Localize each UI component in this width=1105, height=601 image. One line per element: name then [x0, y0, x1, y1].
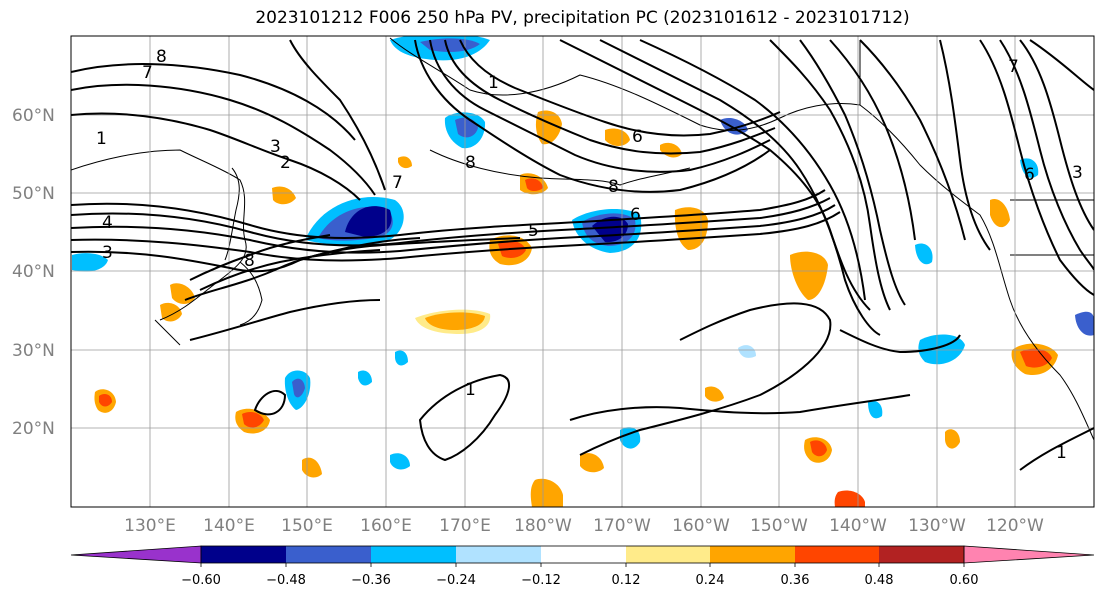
lon-label: 150°E [281, 516, 333, 536]
colorbar-frame [200, 545, 965, 564]
contour-label: 8 [244, 251, 255, 271]
neg-patch [358, 370, 372, 386]
lon-label: 170°W [593, 516, 651, 536]
colorbar-tick-label: −0.48 [266, 573, 306, 588]
pos-patch [1020, 348, 1052, 368]
lon-label: 150°W [750, 516, 808, 536]
contour-label: 1 [488, 73, 499, 93]
contour-label: 2 [280, 153, 291, 173]
pos-patch [99, 394, 112, 407]
lon-label: 140°E [203, 516, 255, 536]
map-panel [71, 36, 1094, 507]
contour-label: 3 [102, 243, 113, 263]
pos-patch [525, 178, 543, 191]
neg-patch [1075, 311, 1094, 336]
longitude-labels: 130°E 140°E 150°E 160°E 170°E 180°W 170°… [124, 516, 1044, 536]
pos-patch [580, 453, 604, 473]
lon-label: 180°W [514, 516, 572, 536]
pv-contours [71, 39, 1094, 471]
neg-patch [395, 350, 408, 366]
lon-label: 130°W [908, 516, 966, 536]
pos-patch [530, 478, 563, 507]
contour-label: 6 [630, 205, 641, 225]
colorbar-tick-label: 0.12 [612, 573, 641, 588]
contour-label: 1 [1056, 443, 1067, 463]
contour-label: 7 [392, 173, 403, 193]
colorbar-segment [201, 546, 286, 563]
pos-patch [810, 440, 827, 457]
colorbar-tick-label: 0.36 [781, 573, 810, 588]
contour-label: 8 [465, 153, 476, 173]
contour-label: 4 [102, 213, 113, 233]
neg-patch [1020, 158, 1039, 178]
colorbar-extend-high [963, 545, 1095, 564]
pos-patch [425, 312, 485, 330]
pos-patch [790, 251, 828, 300]
pos-patch [272, 186, 296, 205]
colorbar-tick-label: −0.60 [181, 573, 221, 588]
pos-patch [398, 156, 412, 169]
contour-label: 8 [156, 47, 167, 67]
pos-patch [990, 198, 1010, 228]
contour-label: 6 [1024, 165, 1035, 185]
lon-label: 170°E [439, 516, 491, 536]
colorbar-segment [879, 546, 964, 563]
lon-label: 130°E [124, 516, 176, 536]
lon-label: 160°W [672, 516, 730, 536]
contour-label: 7 [142, 63, 153, 83]
pos-patch [945, 429, 960, 449]
lon-label: 140°W [829, 516, 887, 536]
lat-label: 20°N [12, 419, 55, 439]
pos-patch [160, 302, 182, 322]
contour-label: 3 [1072, 163, 1083, 183]
colorbar-ticks [200, 563, 965, 567]
lat-label: 60°N [12, 106, 55, 126]
contour-label: 1 [96, 129, 107, 149]
chart-title: 2023101212 F006 250 hPa PV, precipitatio… [255, 8, 910, 28]
neg-patch [345, 206, 392, 237]
pos-patch [834, 490, 865, 507]
pos-patch [705, 386, 724, 402]
colorbar-segment [541, 546, 626, 563]
neg-patch [915, 243, 933, 265]
colorbar-tick-label: 0.60 [950, 573, 979, 588]
colorbar-tick-label: 0.48 [865, 573, 894, 588]
lon-label: 120°W [986, 516, 1044, 536]
colorbar-segment [286, 546, 371, 563]
neg-patch [390, 453, 410, 470]
contour-label: 5 [528, 221, 539, 241]
lat-label: 50°N [12, 184, 55, 204]
neg-patch [868, 400, 883, 419]
contour-label: 8 [608, 177, 619, 197]
colorbar-extend-low [70, 545, 202, 564]
contour-label: 7 [1008, 57, 1019, 77]
colorbar: −0.60 −0.48 −0.36 −0.24 −0.12 0.12 0.24 … [70, 545, 1095, 588]
neg-patch [72, 253, 108, 272]
colorbar-segment [795, 546, 879, 563]
colorbar-segment [456, 546, 541, 563]
map-frame [70, 35, 1095, 508]
contour-label: 1 [465, 380, 476, 400]
colorbar-segment [626, 546, 710, 563]
contour-label: 3 [270, 137, 281, 157]
colorbar-tick-label: −0.12 [521, 573, 561, 588]
contour-label: 6 [632, 127, 643, 147]
pos-patch [242, 412, 264, 428]
lon-label: 160°E [360, 516, 412, 536]
pos-patch [605, 128, 630, 146]
latitude-labels: 60°N 50°N 40°N 30°N 20°N [12, 106, 55, 439]
lat-label: 40°N [12, 262, 55, 282]
neg-patch [292, 378, 305, 398]
lat-label: 30°N [12, 341, 55, 361]
colorbar-segment [710, 546, 795, 563]
colorbar-tick-label: −0.36 [351, 573, 391, 588]
contour-labels: 8 7 1 3 2 4 3 7 8 6 5 1 8 6 1 8 7 3 6 1 [96, 47, 1083, 463]
neg-patch [738, 345, 756, 358]
colorbar-segment [371, 546, 456, 563]
colorbar-tick-label: −0.24 [436, 573, 476, 588]
colorbar-tick-label: 0.24 [696, 573, 725, 588]
